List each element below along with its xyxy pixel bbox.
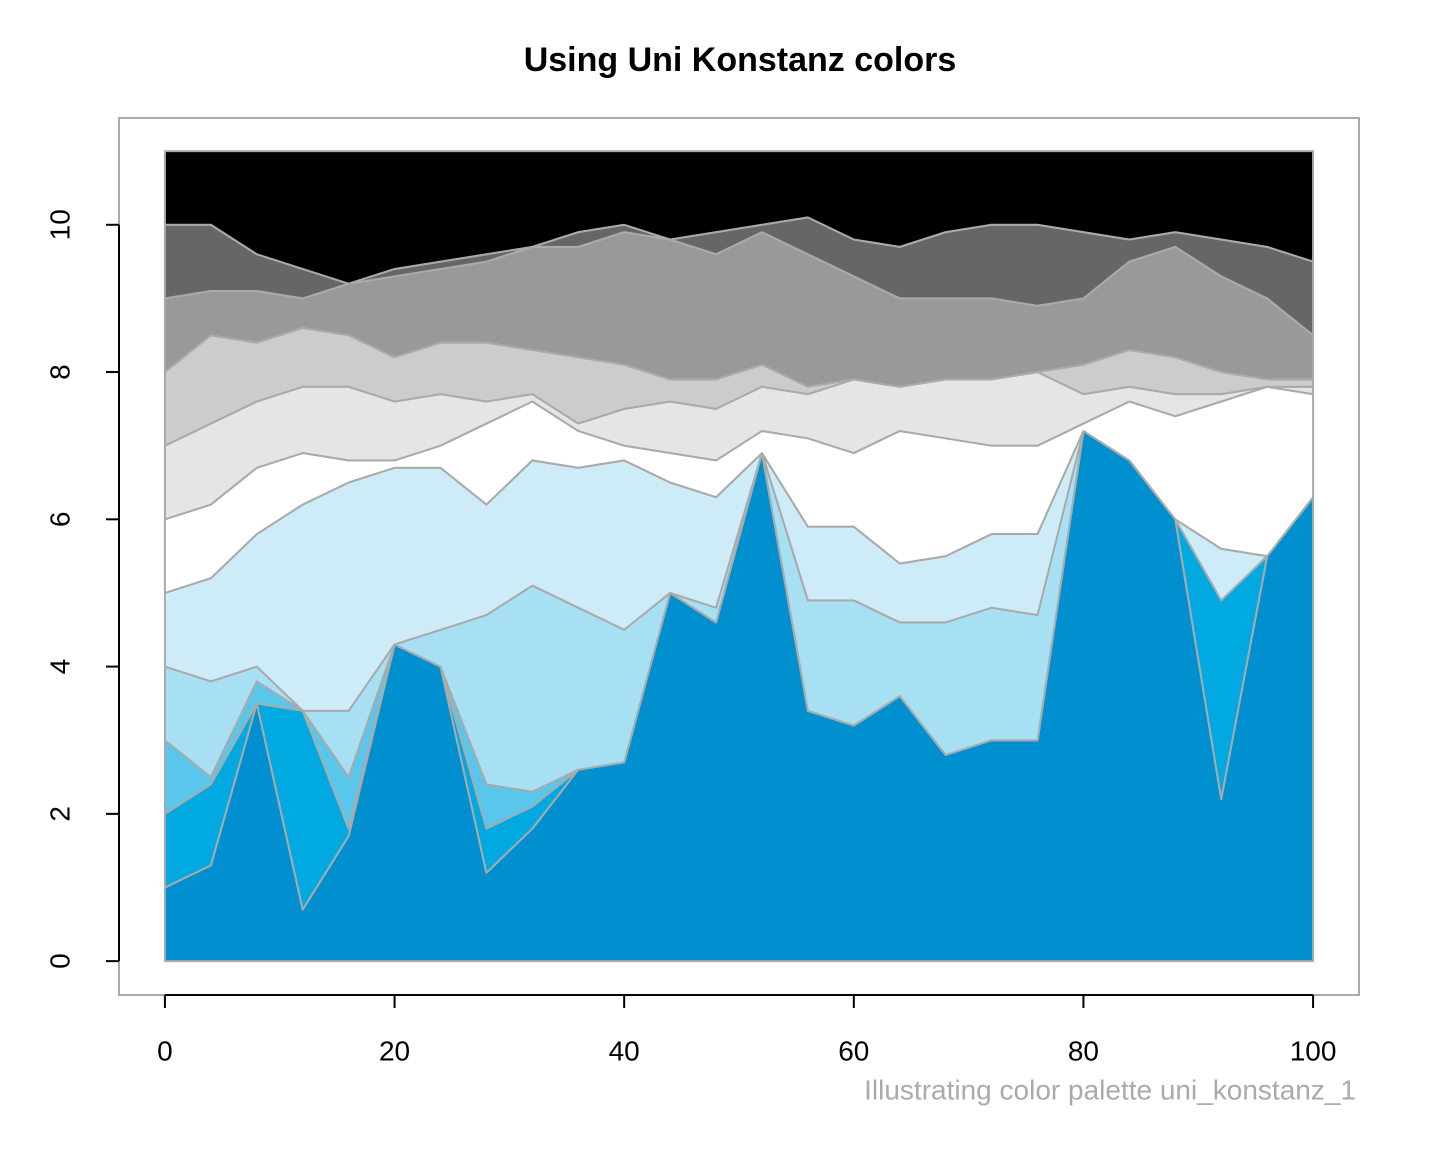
y-tick-label: 8 [44,364,75,380]
x-tick-label: 0 [157,1035,173,1066]
y-tick-label: 4 [44,659,75,675]
caption: Illustrating color palette uni_konstanz_… [864,1074,1356,1105]
y-tick-label: 2 [44,806,75,822]
y-tick-label: 6 [44,512,75,528]
y-tick-label: 10 [44,209,75,240]
x-tick-label: 40 [609,1035,640,1066]
x-tick-label: 20 [379,1035,410,1066]
y-tick-label: 0 [44,953,75,969]
x-tick-label: 80 [1068,1035,1099,1066]
x-tick-label: 60 [838,1035,869,1066]
chart-title: Using Uni Konstanz colors [524,41,957,79]
area [163,150,1315,285]
areas [163,150,1315,963]
x-tick-label: 100 [1290,1035,1337,1066]
axes: 0 20 40 60 80 100 0 2 4 6 8 10 [44,209,1336,1066]
